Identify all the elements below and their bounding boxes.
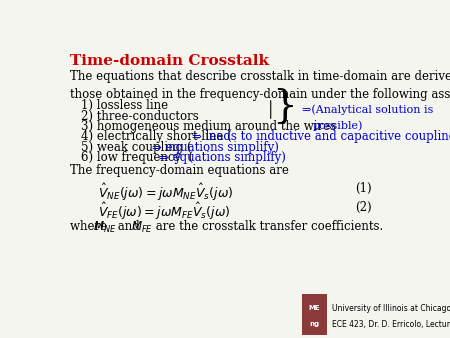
FancyBboxPatch shape xyxy=(302,294,327,335)
Text: ME: ME xyxy=(308,305,320,311)
Text: 3) homogeneous medium around the wires: 3) homogeneous medium around the wires xyxy=(81,120,336,133)
Text: and: and xyxy=(114,220,143,233)
Text: (1): (1) xyxy=(355,183,371,195)
Text: ⇒ equations simplify): ⇒ equations simplify) xyxy=(159,151,286,164)
Text: }: } xyxy=(273,89,297,125)
Text: Time-domain Crosstalk: Time-domain Crosstalk xyxy=(70,54,269,68)
Text: 5) weak coupling (: 5) weak coupling ( xyxy=(81,141,191,154)
Text: ⇒ leads to inductive and capacitive coupling): ⇒ leads to inductive and capacitive coup… xyxy=(192,130,450,143)
Text: possible): possible) xyxy=(313,120,363,130)
Text: 2) three-conductors: 2) three-conductors xyxy=(81,110,198,123)
Text: 6) low frequency  (: 6) low frequency ( xyxy=(81,151,193,164)
Text: where: where xyxy=(70,220,111,233)
Text: ⇒ equations simplify): ⇒ equations simplify) xyxy=(152,141,279,154)
Text: 1) lossless line: 1) lossless line xyxy=(81,99,168,112)
Text: University of Illinois at Chicago: University of Illinois at Chicago xyxy=(332,304,450,313)
Text: The equations that describe crosstalk in time-domain are derived from
those obta: The equations that describe crosstalk in… xyxy=(70,71,450,101)
Text: 4) electrically short line (: 4) electrically short line ( xyxy=(81,130,231,143)
Text: $M_{NE}$: $M_{NE}$ xyxy=(93,220,117,235)
Text: $\hat{V}_{NE}(j\omega) = j\omega M_{NE}\hat{V}_s(j\omega)$: $\hat{V}_{NE}(j\omega) = j\omega M_{NE}\… xyxy=(98,183,234,203)
Text: are the crosstalk transfer coefficients.: are the crosstalk transfer coefficients. xyxy=(152,220,383,233)
Text: The frequency-domain equations are: The frequency-domain equations are xyxy=(70,164,289,177)
Text: ⇒(Analytical solution is: ⇒(Analytical solution is xyxy=(302,104,433,115)
Text: $\hat{V}_{FE}(j\omega) = j\omega M_{FE}\hat{V}_s(j\omega)$: $\hat{V}_{FE}(j\omega) = j\omega M_{FE}\… xyxy=(98,201,230,222)
Text: (2): (2) xyxy=(355,201,371,214)
Text: ng: ng xyxy=(309,321,319,328)
Text: ECE 423, Dr. D. Erricolo, Lecture 21: ECE 423, Dr. D. Erricolo, Lecture 21 xyxy=(332,320,450,329)
Text: $M_{FE}$: $M_{FE}$ xyxy=(131,220,153,235)
